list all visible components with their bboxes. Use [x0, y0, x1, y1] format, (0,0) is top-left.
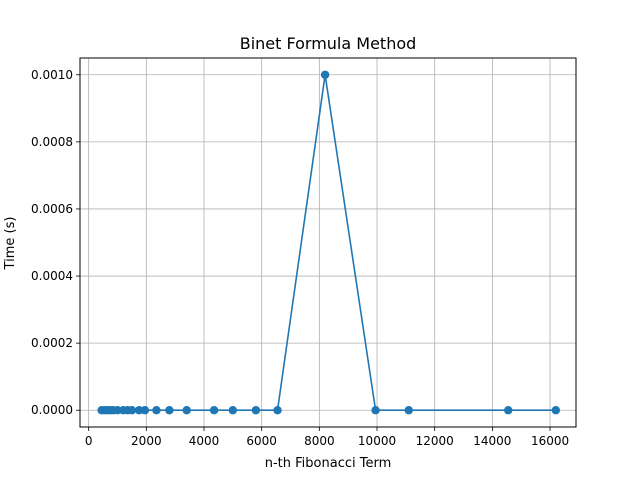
x-tick-label: 6000: [246, 434, 277, 448]
x-axis-label: n-th Fibonacci Term: [265, 456, 392, 471]
y-tick-label: 0.0000: [31, 403, 73, 417]
plot-area-frame: [79, 57, 577, 428]
y-tick-label: 0.0010: [31, 68, 73, 82]
grid: [80, 58, 576, 427]
data-point: [127, 406, 137, 415]
data-point: [371, 406, 380, 415]
y-tick-label: 0.0002: [31, 336, 73, 350]
y-tick-label: 0.0006: [31, 202, 73, 216]
data-point: [251, 406, 261, 415]
x-tick-label: 16000: [531, 434, 569, 448]
y-tick-label: 0.0008: [31, 135, 73, 149]
data-point: [504, 406, 513, 415]
x-tick-label: 4000: [189, 434, 220, 448]
data-point: [113, 406, 122, 415]
x-tick-label: 12000: [416, 434, 454, 448]
data-point: [228, 406, 238, 415]
data-point: [182, 406, 191, 415]
x-axis-ticks: 0 2000 4000 6000 8000 10000 12000 14000 16000: [85, 427, 569, 448]
data-point: [140, 406, 150, 415]
x-tick-label: 8000: [304, 434, 335, 448]
data-point: [551, 406, 561, 415]
data-point: [134, 406, 144, 415]
data-point: [273, 406, 282, 415]
x-tick-label: 2000: [131, 434, 162, 448]
y-axis-label: Time (s): [3, 217, 18, 271]
data-point: [209, 406, 219, 415]
data-point: [404, 406, 413, 415]
data-point: [165, 406, 174, 415]
data-point: [320, 70, 330, 79]
series-group: [97, 70, 561, 415]
x-tick-label: 14000: [473, 434, 511, 448]
chart-title: Binet Formula Method: [240, 34, 417, 53]
x-tick-label: 10000: [358, 434, 396, 448]
data-point: [152, 406, 161, 415]
y-axis-ticks: 0.0000 0.0002 0.0004 0.0006 0.0008 0.0010: [31, 68, 80, 417]
y-tick-label: 0.0004: [31, 269, 73, 283]
x-tick-label: 0: [85, 434, 93, 448]
